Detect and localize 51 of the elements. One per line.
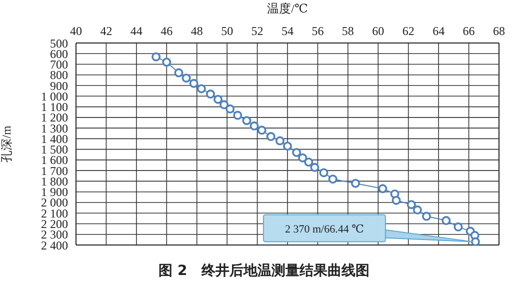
point [310, 162, 320, 172]
point [304, 158, 314, 167]
x-tick-label: 54 [282, 24, 294, 38]
x-tick-label: 48 [190, 24, 203, 38]
point [206, 90, 215, 99]
y-axis-title: 孔深/m [0, 125, 14, 162]
point [233, 110, 242, 120]
point [470, 237, 480, 245]
text: 图 2 终井后地温测量结果曲线图 [158, 262, 370, 280]
point [319, 168, 328, 178]
point [350, 178, 360, 188]
point [182, 74, 191, 83]
point [422, 212, 431, 221]
point [196, 84, 206, 94]
point [266, 132, 276, 142]
point [220, 100, 229, 110]
point [275, 136, 284, 146]
annotation: 2 370 m/66.44 ℃ [284, 223, 364, 236]
point [257, 126, 266, 135]
point [378, 184, 388, 194]
point [328, 174, 338, 184]
point [298, 153, 308, 162]
point [162, 58, 172, 67]
point [189, 78, 198, 88]
point [242, 116, 252, 126]
point [412, 205, 422, 214]
x-tick-label: 40 [70, 24, 82, 38]
x-tick-label: 50 [221, 24, 234, 38]
point [392, 196, 401, 205]
point [283, 142, 292, 151]
point [406, 200, 416, 210]
point [152, 52, 161, 62]
x-tick-label: 66 [462, 24, 475, 38]
x-tick-label: 52 [251, 24, 264, 38]
x-tick-label: 60 [372, 24, 384, 38]
x-tick-label: 58 [342, 24, 354, 38]
point [214, 94, 223, 104]
point [226, 104, 235, 114]
point [250, 121, 259, 130]
point [454, 222, 463, 232]
x-tick-label: 68 [493, 24, 505, 38]
x-tick-label: 64 [432, 24, 445, 38]
x-tick-label: 56 [312, 24, 324, 38]
x-tick-label: 42 [100, 24, 112, 38]
x-tick-label: 44 [130, 24, 142, 38]
point [174, 68, 184, 78]
point [292, 148, 302, 158]
x-tick-label: 46 [160, 24, 173, 38]
point [442, 216, 451, 226]
x-tick-label: 62 [402, 24, 414, 38]
x-axis-title: 温度/℃ [267, 2, 308, 16]
